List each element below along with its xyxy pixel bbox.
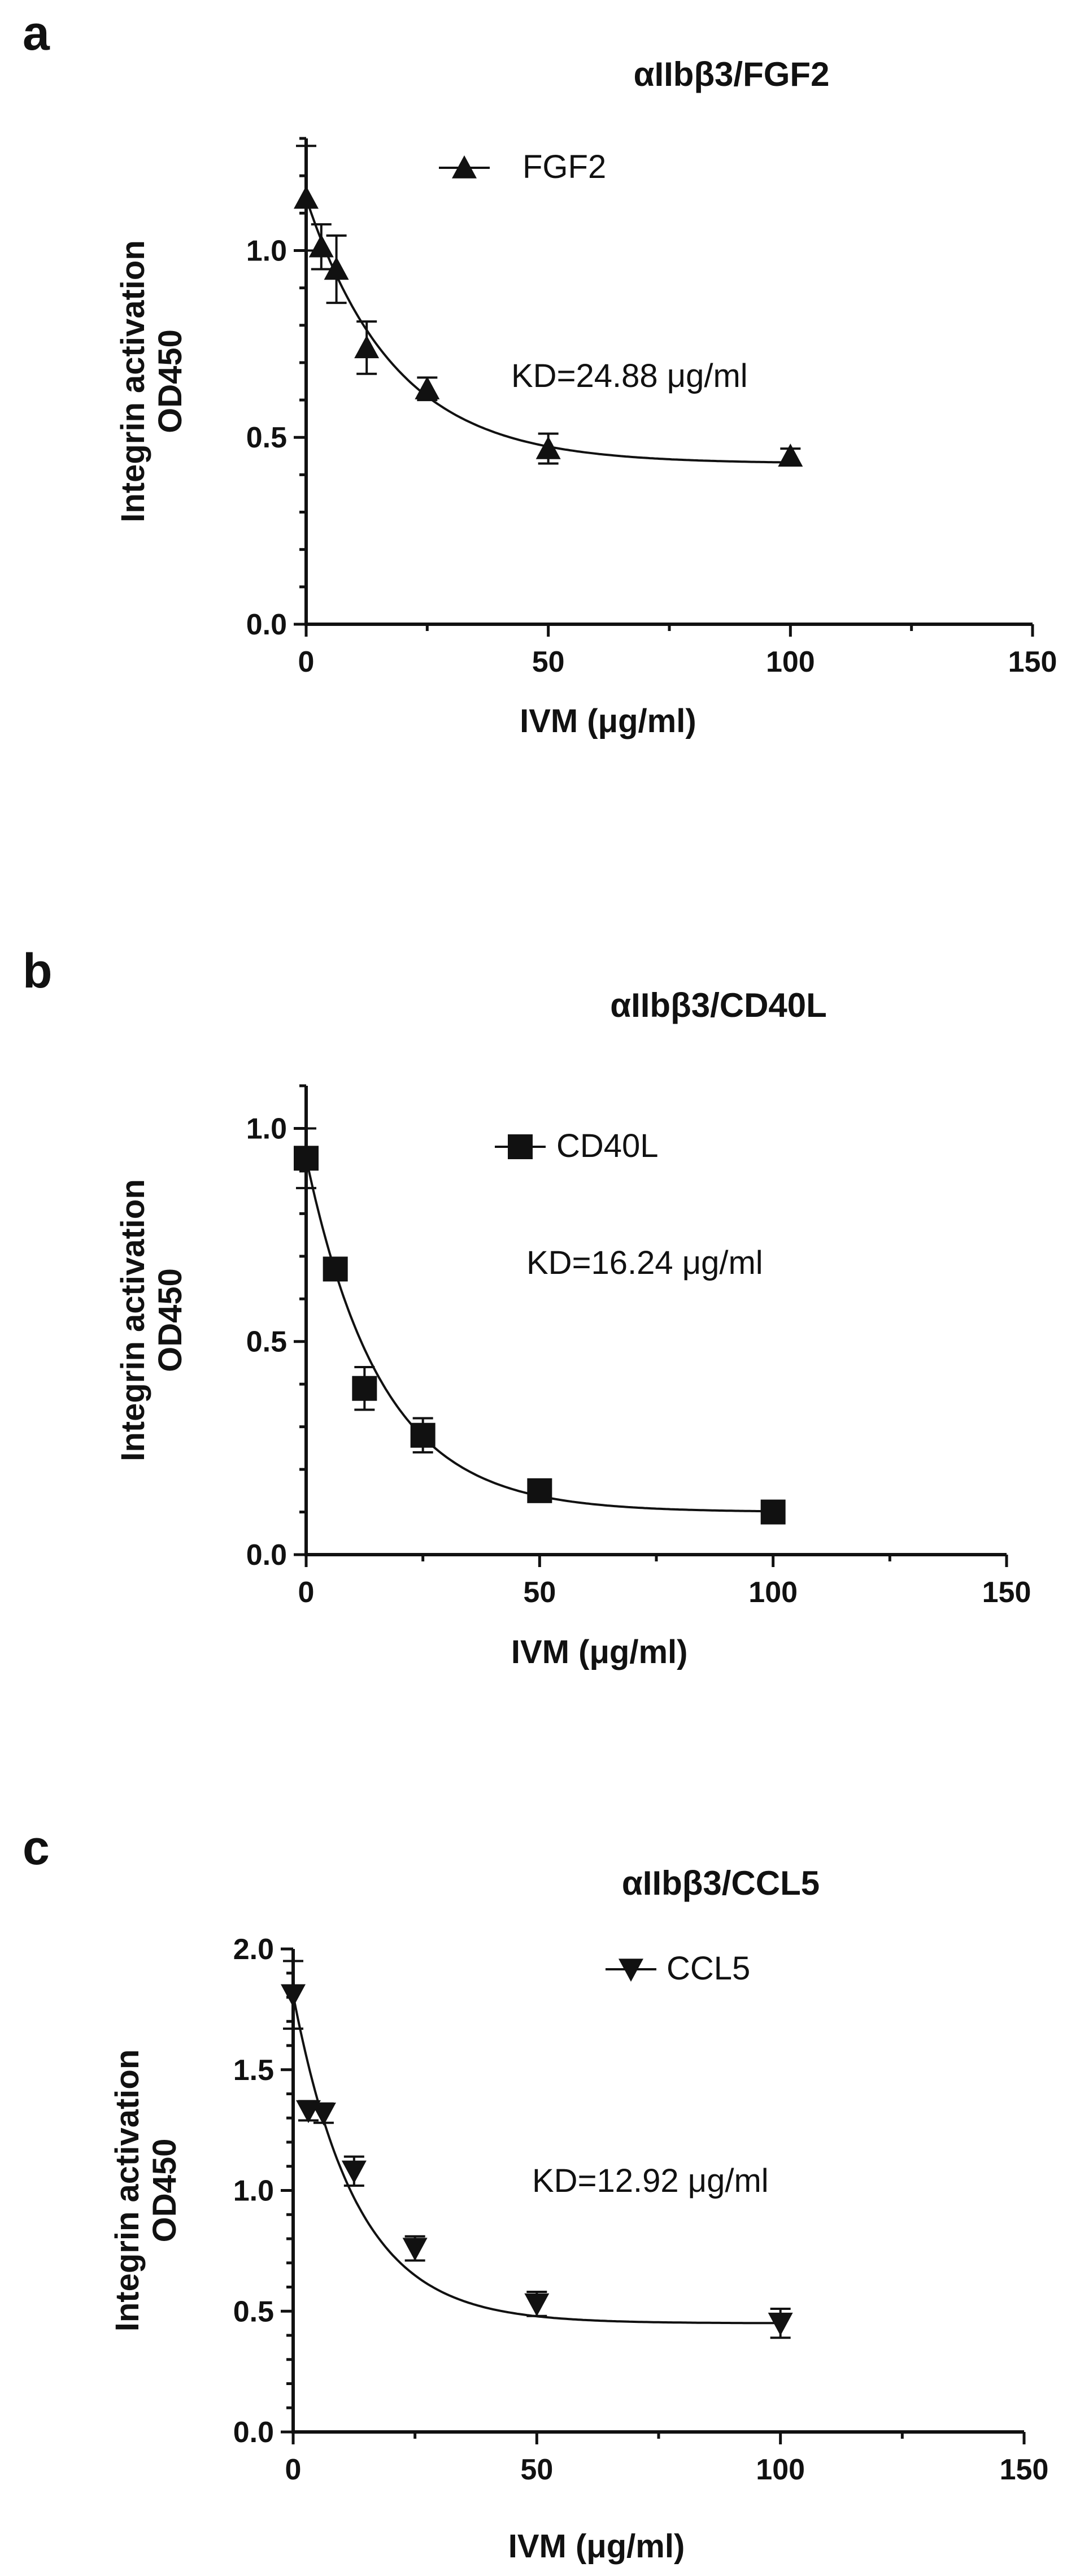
x-tick-label: 0 bbox=[298, 646, 315, 678]
data-point bbox=[311, 2103, 336, 2126]
data-point bbox=[354, 335, 380, 359]
legend-marker bbox=[619, 1959, 643, 1982]
panel-letter: c bbox=[23, 1821, 50, 1875]
data-points bbox=[281, 1960, 793, 2339]
x-tick-label: 150 bbox=[1008, 646, 1057, 678]
kd-annotation: KD=24.88 μg/ml bbox=[511, 358, 748, 394]
kd-annotation: KD=12.92 μg/ml bbox=[532, 2162, 769, 2199]
y-axis-title-line: Integrin activation bbox=[115, 240, 151, 523]
legend: CCL5 bbox=[606, 1950, 750, 1987]
legend-marker bbox=[508, 1134, 533, 1159]
data-point bbox=[281, 1984, 306, 2008]
axes: 0 50 100 150 0.0 0.5 1.0 bbox=[246, 137, 1057, 678]
data-point bbox=[760, 1499, 786, 1525]
panel-letter: b bbox=[23, 944, 53, 998]
y-axis-title: Integrin activationOD450 bbox=[109, 2050, 183, 2332]
y-axis-title-line: Integrin activation bbox=[115, 1179, 151, 1461]
data-point bbox=[524, 2293, 550, 2317]
y-axis-title: Integrin activationOD450 bbox=[115, 1179, 189, 1461]
y-tick-label: 0.0 bbox=[246, 1539, 287, 1572]
chart-panel-a: a αIIbβ3/FGF2 0 50 100 150 0.0 0.5 1.0 IVM (μg/ml… bbox=[0, 0, 1080, 847]
legend-label: FGF2 bbox=[522, 149, 606, 185]
data-points bbox=[294, 1127, 786, 1525]
y-tick-label: 1.5 bbox=[233, 2054, 274, 2087]
x-tick-label: 50 bbox=[523, 1576, 556, 1609]
y-tick-label: 2.0 bbox=[233, 1933, 274, 1966]
y-tick-label: 0.5 bbox=[233, 2295, 274, 2328]
y-axis-title-line: OD450 bbox=[146, 2139, 183, 2243]
data-points bbox=[294, 145, 803, 467]
data-point bbox=[308, 234, 334, 258]
y-tick-label: 0.0 bbox=[246, 608, 287, 641]
y-axis-title: Integrin activationOD450 bbox=[115, 240, 189, 523]
chart-svg-a: a αIIbβ3/FGF2 0 50 100 150 0.0 0.5 1.0 IVM (μg/ml… bbox=[23, 6, 1057, 739]
x-axis-title: IVM (μg/ml) bbox=[511, 1634, 688, 1670]
chart-svg-c: c αIIbβ3/CCL5 0 50 100 150 0.0 0.5 1.0 1.5 2.0 IVM … bbox=[23, 1821, 1049, 2565]
data-point bbox=[410, 1422, 436, 1448]
data-point bbox=[527, 1478, 552, 1503]
legend-label: CD40L bbox=[556, 1128, 659, 1164]
chart-panel-b: b αIIbβ3/CD40L 0 50 100 150 0.0 0.5 1.0 IVM (μg/m… bbox=[0, 847, 1080, 1695]
data-point bbox=[402, 2238, 428, 2261]
x-tick-label: 100 bbox=[756, 2453, 805, 2486]
y-tick-label: 1.0 bbox=[233, 2175, 274, 2208]
y-axis-title-line: OD450 bbox=[152, 1268, 189, 1372]
x-tick-label: 150 bbox=[982, 1576, 1031, 1609]
data-point bbox=[324, 256, 349, 280]
legend: FGF2 bbox=[439, 149, 606, 185]
y-tick-label: 0.0 bbox=[233, 2416, 274, 2449]
data-point bbox=[415, 376, 440, 399]
panel-letter: a bbox=[23, 6, 50, 60]
y-tick-label: 1.0 bbox=[246, 234, 287, 267]
data-point bbox=[778, 443, 803, 467]
fit-curve bbox=[305, 198, 791, 464]
x-tick-label: 0 bbox=[298, 1576, 315, 1609]
chart-panel-c: c αIIbβ3/CCL5 0 50 100 150 0.0 0.5 1.0 1.5 2.0 IVM … bbox=[0, 1695, 1080, 2576]
chart-title: αIIbβ3/CCL5 bbox=[622, 1864, 820, 1902]
x-axis-title: IVM (μg/ml) bbox=[508, 2528, 685, 2565]
legend: CD40L bbox=[495, 1128, 659, 1164]
y-tick-label: 1.0 bbox=[246, 1112, 287, 1145]
fit-curve bbox=[292, 1994, 781, 2325]
data-point bbox=[352, 1376, 377, 1401]
x-tick-label: 150 bbox=[1000, 2453, 1049, 2486]
y-tick-label: 0.5 bbox=[246, 1326, 287, 1359]
y-axis-title-line: Integrin activation bbox=[109, 2050, 146, 2332]
data-point bbox=[323, 1256, 348, 1282]
x-tick-label: 100 bbox=[748, 1576, 798, 1609]
fit-curve bbox=[305, 1158, 773, 1513]
data-point bbox=[294, 185, 319, 209]
kd-annotation: KD=16.24 μg/ml bbox=[526, 1245, 763, 1281]
data-point bbox=[341, 2160, 367, 2184]
x-tick-label: 50 bbox=[532, 646, 565, 678]
data-point bbox=[294, 1146, 319, 1171]
x-tick-label: 100 bbox=[766, 646, 815, 678]
axes: 0 50 100 150 0.0 0.5 1.0 1.5 2.0 bbox=[233, 1933, 1049, 2486]
y-tick-label: 0.5 bbox=[246, 421, 287, 454]
chart-title: αIIbβ3/FGF2 bbox=[634, 55, 830, 93]
x-axis-title: IVM (μg/ml) bbox=[520, 703, 696, 739]
legend-marker bbox=[452, 155, 477, 179]
chart-svg-b: b αIIbβ3/CD40L 0 50 100 150 0.0 0.5 1.0 IVM (μg/m… bbox=[23, 944, 1031, 1670]
data-point bbox=[768, 2312, 793, 2336]
y-axis-title-line: OD450 bbox=[152, 329, 189, 433]
axes: 0 50 100 150 0.0 0.5 1.0 bbox=[246, 1084, 1031, 1609]
x-tick-label: 50 bbox=[520, 2453, 553, 2486]
chart-title: αIIbβ3/CD40L bbox=[610, 986, 827, 1024]
legend-label: CCL5 bbox=[667, 1950, 750, 1987]
x-tick-label: 0 bbox=[285, 2453, 302, 2486]
data-point bbox=[535, 436, 561, 459]
